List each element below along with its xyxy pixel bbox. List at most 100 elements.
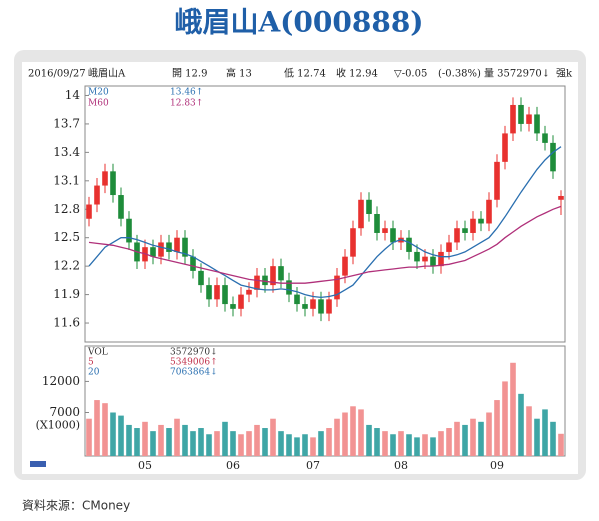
x-tick-label: 09 [490, 459, 504, 472]
volume-bar [478, 421, 484, 456]
volume-bar [550, 421, 556, 456]
candle-body [230, 304, 236, 309]
candle-body [470, 218, 476, 233]
candle-body [550, 142, 556, 172]
volume-bar [358, 409, 364, 456]
legend-name: M60 [88, 99, 109, 109]
candle-body [150, 247, 156, 257]
candle-body [502, 133, 508, 162]
candle-body [206, 285, 212, 300]
volume-bar [318, 431, 324, 456]
volume-bar [166, 428, 172, 456]
candle-body [118, 195, 124, 219]
volume-bar [134, 428, 140, 456]
volume-bar [454, 421, 460, 456]
candle-body [510, 104, 516, 134]
candle-body [462, 228, 468, 233]
candle-body [478, 218, 484, 224]
header-item: ▽-0.05 [394, 69, 427, 80]
y-tick-label: 13.7 [53, 116, 80, 130]
y-tick-label: 13.4 [53, 145, 80, 159]
volume-bar [510, 362, 516, 456]
volume-bar [206, 434, 212, 456]
volume-bar [494, 400, 500, 456]
volume-bar [222, 421, 228, 456]
volume-bar [246, 431, 252, 456]
candle-body [190, 256, 196, 271]
volume-bar [366, 424, 372, 456]
x-tick-label: 05 [138, 459, 152, 472]
y-tick-label: 13.1 [53, 173, 80, 187]
volume-legend-name: 20 [88, 368, 100, 378]
candle-body [254, 275, 260, 290]
candle-body [422, 256, 428, 262]
candle-body [86, 204, 92, 219]
volume-bar [526, 406, 532, 456]
volume-bar [278, 431, 284, 456]
volume-bar [422, 434, 428, 456]
header-item: 强k [556, 68, 573, 80]
candle-body [518, 104, 524, 124]
volume-bar [302, 434, 308, 456]
volume-legend-value: 7063864↓ [170, 368, 218, 378]
volume-bar [198, 428, 204, 456]
volume-bar [310, 437, 316, 456]
candle-body [558, 195, 564, 200]
candle-body [174, 237, 180, 252]
candle-body [182, 237, 188, 257]
candle-body [358, 199, 364, 229]
volume-bar [94, 400, 100, 456]
candle-body [270, 266, 276, 286]
volume-bar [446, 428, 452, 456]
volume-bar [430, 437, 436, 456]
candle-body [454, 228, 460, 243]
candle-body [278, 266, 284, 281]
legend-value: 13.46↑ [170, 88, 203, 98]
volume-tick-label: 7000 [49, 405, 80, 419]
header-item: (-0.38%) [438, 69, 481, 80]
y-tick-label: 12.2 [53, 259, 80, 273]
volume-legend-value: 3572970↓ [170, 348, 218, 358]
candle-body [110, 171, 116, 196]
candle-body [326, 299, 332, 314]
logo [30, 461, 46, 467]
volume-bar [126, 424, 132, 456]
volume-bar [262, 428, 268, 456]
volume-bar [398, 431, 404, 456]
candle-body [486, 199, 492, 224]
volume-bar [214, 431, 220, 456]
volume-bar [238, 434, 244, 456]
volume-legend-value: 5349006↑ [170, 358, 218, 368]
ma-line [88, 205, 562, 284]
volume-bar [438, 431, 444, 456]
candle-body [286, 280, 292, 295]
legend-value: 12.83↑ [170, 99, 203, 109]
volume-bar [86, 418, 92, 456]
volume-bar [502, 381, 508, 456]
volume-bar [518, 393, 524, 456]
volume-bar [230, 431, 236, 456]
header-item: 量 3572970↓ [484, 68, 550, 80]
y-tick-label: 11.6 [53, 316, 80, 330]
header-item: 2016/09/27 [28, 69, 86, 80]
candle-body [390, 228, 396, 243]
chart-area [22, 62, 578, 474]
volume-bar [406, 434, 412, 456]
candle-body [238, 294, 244, 309]
volume-bar [558, 433, 564, 456]
candle-body [318, 299, 324, 314]
candle-body [494, 161, 500, 200]
candle-body [414, 251, 420, 262]
volume-bar [294, 437, 300, 456]
candle-body [342, 256, 348, 276]
header-item: 峨眉山A [88, 68, 126, 80]
candle-body [374, 214, 380, 233]
volume-bar [470, 418, 476, 456]
source: 資料來源：CMoney [22, 499, 130, 513]
volume-bar [382, 431, 388, 456]
volume-bar [118, 415, 124, 456]
candle-body [526, 114, 532, 124]
volume-axis-label: (X1000) [36, 418, 80, 431]
volume-bar [414, 437, 420, 456]
